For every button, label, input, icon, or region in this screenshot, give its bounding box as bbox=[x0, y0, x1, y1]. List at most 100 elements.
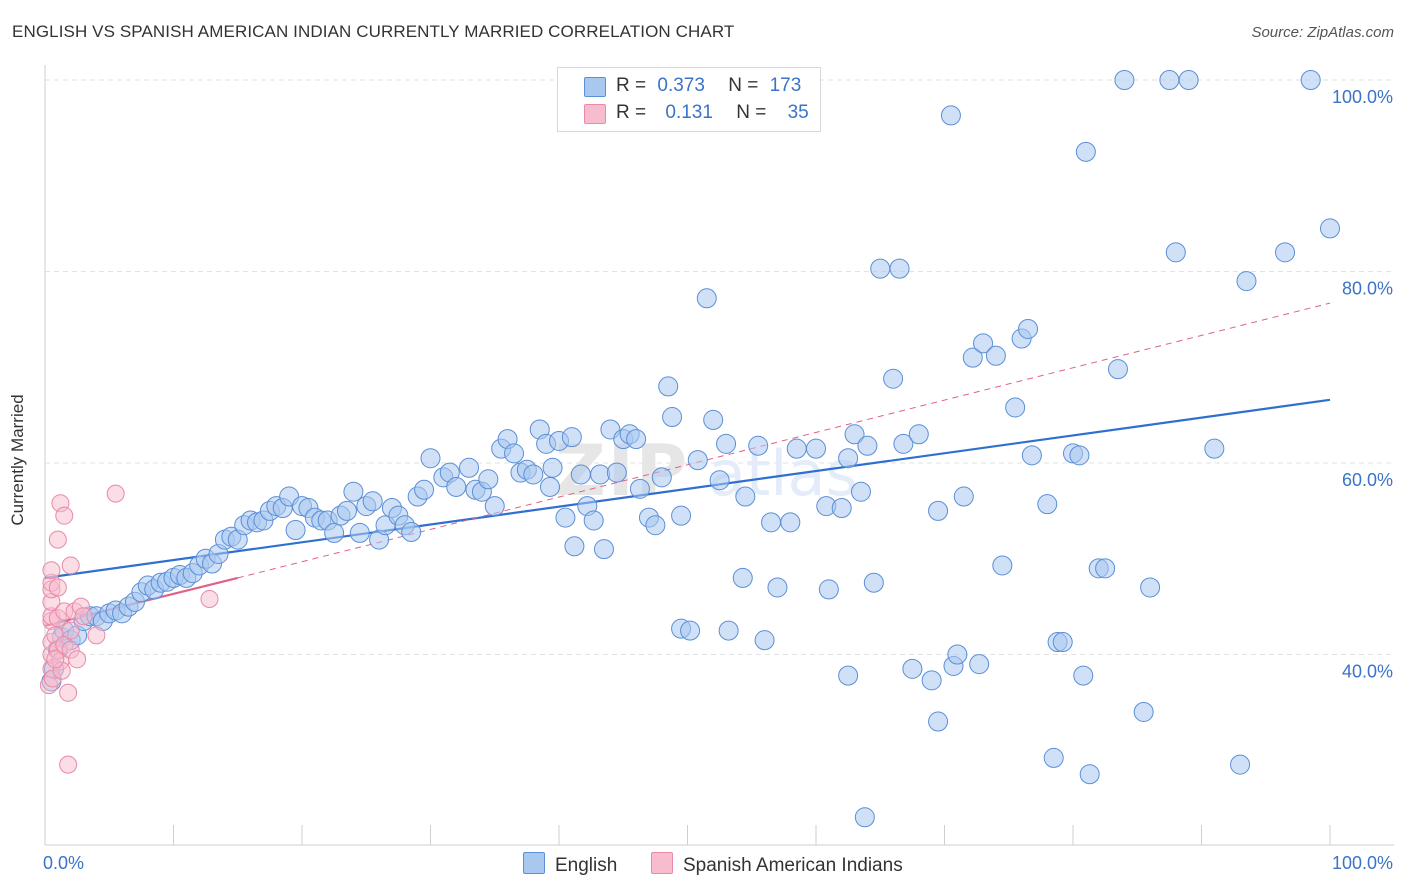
english-point bbox=[570, 464, 591, 485]
english-point bbox=[953, 486, 974, 507]
english-point bbox=[1037, 494, 1058, 515]
english-point bbox=[696, 288, 717, 309]
spanish-point bbox=[74, 607, 93, 626]
english-point bbox=[761, 512, 782, 533]
english-point bbox=[1320, 218, 1340, 239]
english-point bbox=[680, 620, 701, 641]
english-point bbox=[718, 620, 739, 641]
english-point bbox=[838, 448, 859, 469]
english-point bbox=[1300, 70, 1321, 90]
trend-lines bbox=[44, 302, 1331, 627]
english-point bbox=[947, 644, 968, 665]
english-point bbox=[857, 435, 878, 456]
grid-lines bbox=[45, 79, 1394, 655]
english-point bbox=[716, 433, 737, 454]
spanish-legend-label: Spanish American Indians bbox=[683, 855, 903, 876]
english-point bbox=[870, 258, 891, 279]
stats-legend: R = 0.373 N = 173 R = 0.131 N = 35 bbox=[557, 67, 821, 132]
axes bbox=[44, 65, 1394, 846]
english-point bbox=[1075, 141, 1096, 162]
tick-labels: 40.0% 60.0% 80.0% 100.0% 0.0% 100.0% bbox=[43, 87, 1393, 873]
english-point bbox=[285, 520, 306, 541]
english-point bbox=[748, 435, 769, 456]
english-point bbox=[1230, 754, 1251, 775]
english-point bbox=[606, 462, 627, 483]
legend-n-label: N = bbox=[728, 75, 759, 96]
legend-r-label: R = bbox=[616, 102, 647, 123]
english-point bbox=[658, 376, 679, 397]
english-point bbox=[928, 500, 949, 521]
english-trend-line bbox=[44, 398, 1331, 579]
english-legend-swatch bbox=[523, 852, 545, 874]
english-point bbox=[564, 536, 585, 557]
english-point bbox=[780, 512, 801, 533]
y-tick-label: 100.0% bbox=[1332, 87, 1393, 107]
spanish-point bbox=[59, 683, 78, 702]
english-point bbox=[908, 424, 929, 445]
legend-r-value: 0.131 bbox=[665, 102, 713, 123]
english-point bbox=[671, 505, 692, 526]
english-point bbox=[1133, 701, 1154, 722]
legend-n-label: N = bbox=[736, 102, 767, 123]
english-point bbox=[902, 658, 923, 679]
spanish-trend-extension bbox=[237, 302, 1331, 579]
legend-n-value: 35 bbox=[787, 102, 809, 123]
english-point bbox=[1052, 632, 1073, 653]
english-point bbox=[1275, 242, 1296, 263]
english-point bbox=[1095, 558, 1116, 579]
english-point bbox=[850, 481, 871, 502]
spanish-point bbox=[68, 650, 87, 669]
english-point bbox=[754, 630, 775, 651]
spanish-point bbox=[55, 506, 74, 525]
english-point bbox=[336, 500, 357, 521]
english-point bbox=[962, 347, 983, 368]
english-point bbox=[542, 457, 563, 478]
english-point bbox=[992, 555, 1013, 576]
y-tick-label: 60.0% bbox=[1342, 470, 1393, 490]
english-point bbox=[414, 479, 435, 500]
english-point bbox=[889, 258, 910, 279]
english-point bbox=[854, 807, 875, 828]
english-point bbox=[883, 368, 904, 389]
english-point bbox=[555, 507, 576, 528]
english-point bbox=[1178, 70, 1199, 90]
spanish-point bbox=[48, 578, 67, 597]
english-point bbox=[893, 433, 914, 454]
english-point bbox=[1236, 271, 1257, 292]
english-point bbox=[561, 427, 582, 448]
english-point bbox=[626, 429, 647, 450]
data-points bbox=[39, 70, 1340, 828]
english-point bbox=[590, 464, 611, 485]
english-point bbox=[838, 665, 859, 686]
english-point bbox=[651, 467, 672, 488]
english-point bbox=[1018, 318, 1039, 339]
english-point bbox=[324, 522, 345, 543]
spanish-point bbox=[61, 556, 80, 575]
english-point bbox=[478, 469, 499, 490]
english-point bbox=[362, 491, 383, 512]
legend-r-value: 0.373 bbox=[657, 75, 705, 96]
english-point bbox=[523, 464, 544, 485]
english-point bbox=[662, 407, 683, 428]
bottom-legend-spanish: Spanish American Indians bbox=[651, 852, 903, 877]
english-point bbox=[1107, 359, 1128, 380]
english-point bbox=[583, 510, 604, 531]
english-point bbox=[1114, 70, 1135, 90]
english-point bbox=[973, 333, 994, 354]
english-point bbox=[767, 577, 788, 598]
legend-n-value: 173 bbox=[769, 75, 802, 96]
english-point bbox=[921, 670, 942, 691]
english-point bbox=[1043, 747, 1064, 768]
y-tick-label: 40.0% bbox=[1342, 662, 1393, 682]
english-point bbox=[863, 572, 884, 593]
english-point bbox=[420, 448, 441, 469]
english-point bbox=[401, 521, 422, 542]
english-point bbox=[645, 515, 666, 536]
english-point bbox=[1073, 665, 1094, 686]
chart-title: ENGLISH VS SPANISH AMERICAN INDIAN CURRE… bbox=[12, 22, 735, 41]
english-point bbox=[1005, 397, 1026, 418]
english-legend-label: English bbox=[555, 855, 618, 876]
spanish-point bbox=[46, 650, 65, 669]
legend-r-label: R = bbox=[616, 75, 647, 96]
